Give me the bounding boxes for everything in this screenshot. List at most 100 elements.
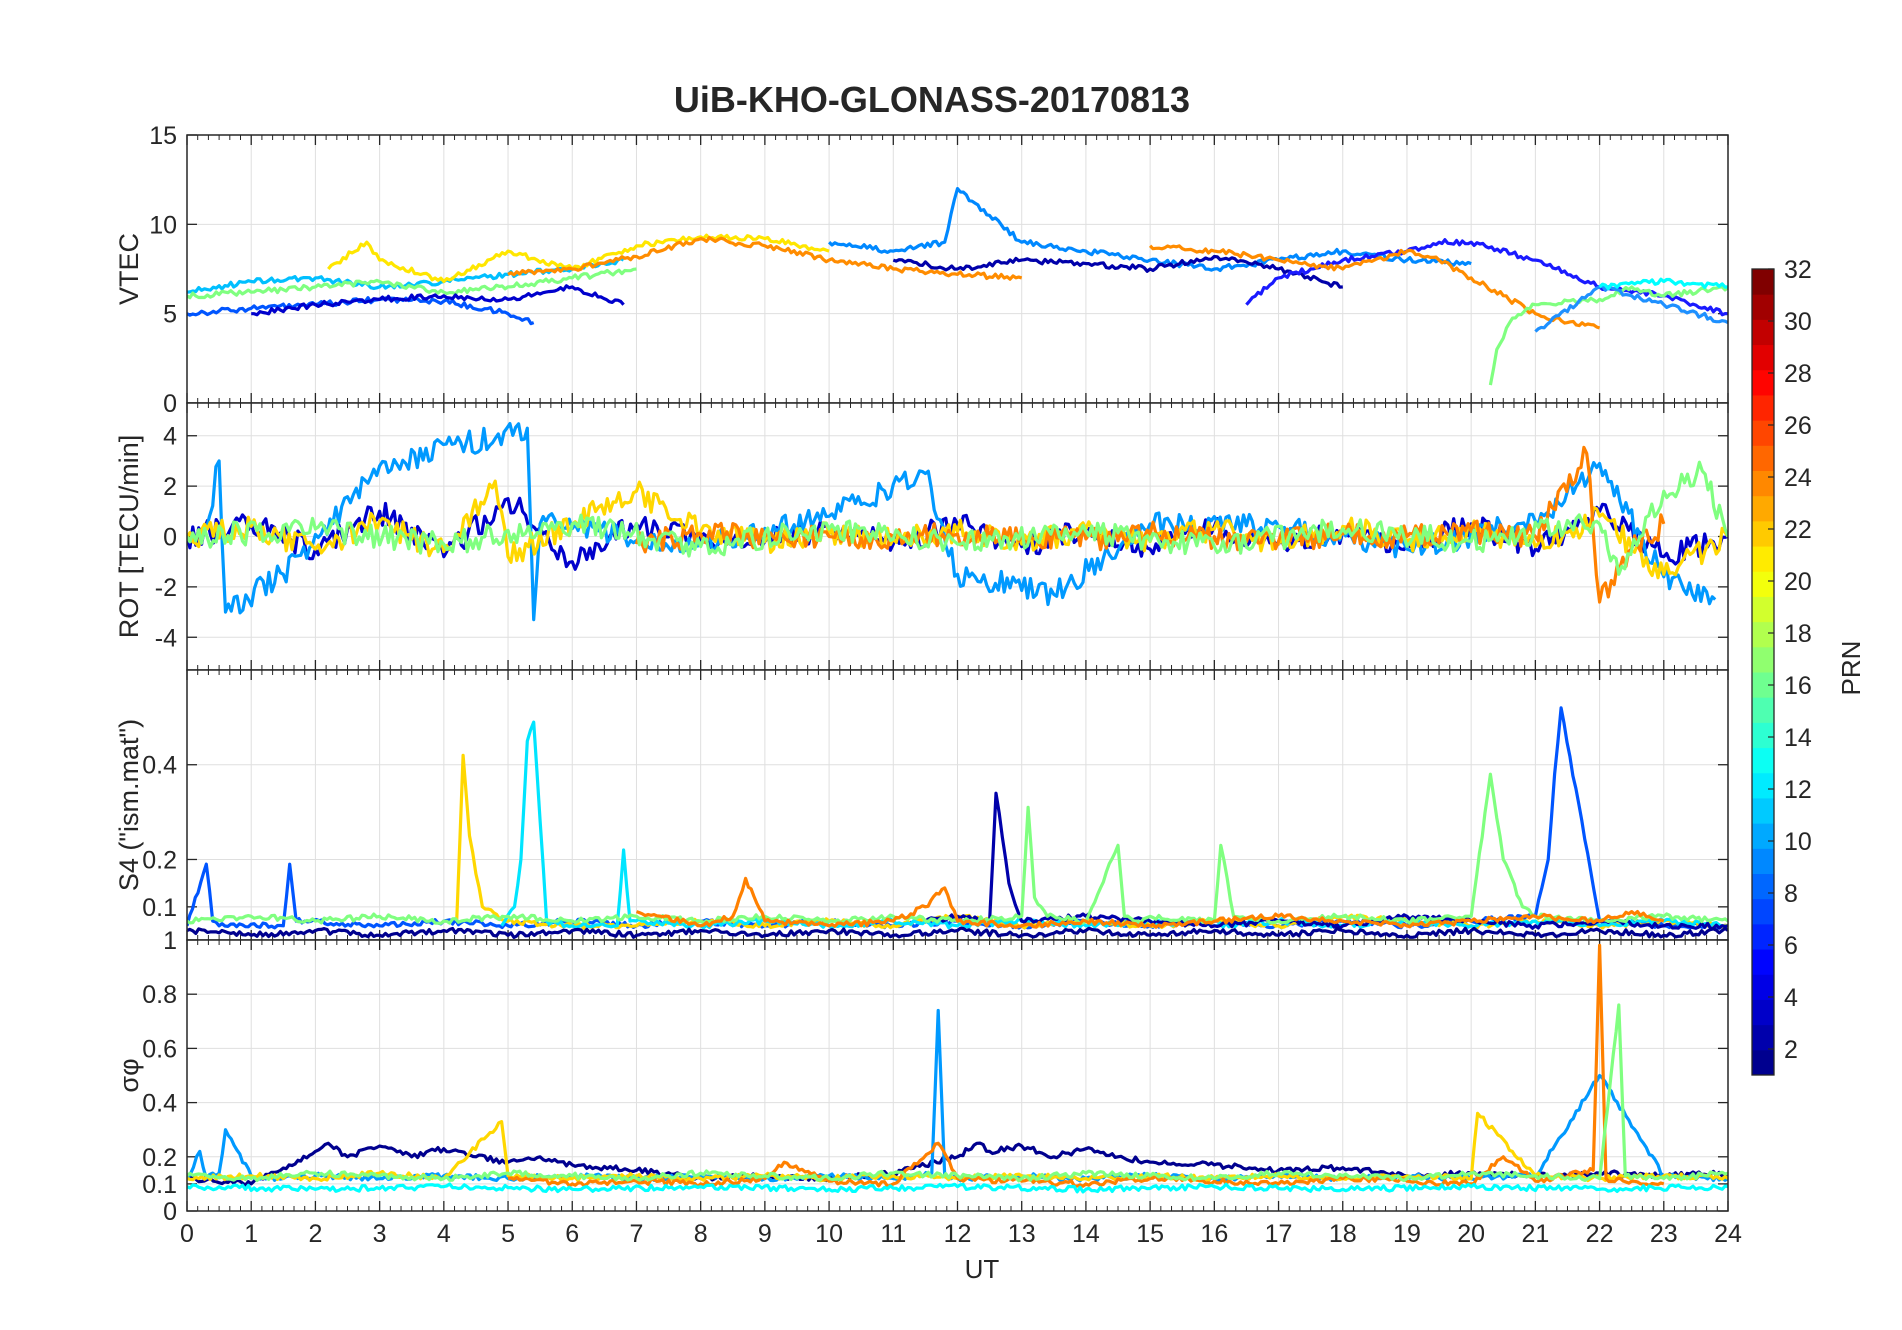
x-tick-label: 17 — [1265, 1220, 1293, 1248]
x-axis-label: UT — [965, 1254, 1000, 1284]
y-tick-label: 0.4 — [142, 752, 177, 780]
y-tick-label: -2 — [155, 574, 177, 602]
colorbar-label: PRN — [1836, 641, 1866, 696]
colorbar-segment — [1752, 923, 1774, 950]
x-tick-label: 1 — [244, 1220, 258, 1248]
y-tick-label: 0.2 — [142, 1144, 177, 1172]
x-tick-label: 14 — [1072, 1220, 1100, 1248]
colorbar-tick-label: 22 — [1784, 516, 1812, 544]
colorbar-tick-label: 16 — [1784, 672, 1812, 700]
colorbar-tick-label: 32 — [1784, 256, 1812, 284]
y-tick-label: 1 — [163, 927, 177, 955]
vtec-y-axis-label: VTEC — [114, 233, 144, 305]
y-tick-label: 15 — [149, 122, 177, 150]
colorbar-segment — [1752, 797, 1774, 824]
colorbar-segment — [1752, 369, 1774, 396]
x-tick-label: 12 — [944, 1220, 972, 1248]
colorbar-segment — [1752, 646, 1774, 673]
colorbar-tick-label: 14 — [1784, 724, 1812, 752]
sigma_phi-series-5 — [187, 1182, 1728, 1194]
y-tick-label: 0.1 — [142, 1171, 177, 1199]
y-tick-label: 0.4 — [142, 1090, 177, 1118]
x-tick-label: 6 — [565, 1220, 579, 1248]
x-tick-label: 0 — [180, 1220, 194, 1248]
s4-series-4 — [187, 772, 1728, 926]
colorbar-segment — [1752, 621, 1774, 648]
sigma_phi-series-group — [187, 943, 1728, 1194]
colorbar-segment — [1752, 596, 1774, 623]
s4-series-6 — [187, 926, 1728, 940]
vtec-series-4 — [251, 284, 625, 317]
colorbar-segment — [1752, 999, 1774, 1026]
vtec-series-11 — [1534, 284, 1728, 333]
x-tick-label: 16 — [1200, 1220, 1228, 1248]
colorbar-tick-label: 6 — [1784, 932, 1798, 960]
colorbar-segment — [1752, 344, 1774, 371]
y-tick-label: 4 — [163, 423, 177, 451]
vtec-series-8 — [1245, 238, 1728, 317]
colorbar-segment — [1752, 269, 1774, 295]
vtec-series-2 — [327, 233, 830, 284]
y-tick-label: 0.2 — [142, 846, 177, 874]
colorbar-tick-label: 4 — [1784, 984, 1798, 1012]
sigma_phi-panel: 00.10.2 0.4 0.6 0.8 1 σφ — [114, 927, 1729, 1226]
colorbar-tick-label: 12 — [1784, 776, 1812, 804]
colorbar-segment — [1752, 445, 1774, 471]
colorbar-tick-label: 18 — [1784, 620, 1812, 648]
colorbar-segment — [1752, 898, 1774, 925]
vtec-series-12 — [1598, 277, 1728, 291]
colorbar-tick-label: 8 — [1784, 880, 1798, 908]
y-tick-label: 0.8 — [142, 981, 177, 1009]
x-tick-label: 5 — [501, 1220, 515, 1248]
y-tick-label: 0 — [163, 1198, 177, 1226]
colorbar-segment — [1752, 873, 1774, 900]
x-tick-label: 15 — [1136, 1220, 1164, 1248]
chart-title: UiB-KHO-GLONASS-20170813 — [674, 79, 1190, 120]
rot-series-4 — [187, 460, 1728, 576]
x-tick-label: 23 — [1650, 1220, 1678, 1248]
vtec-series-10 — [1488, 285, 1728, 386]
x-tick-label: 24 — [1714, 1220, 1742, 1248]
x-tick-label: 20 — [1457, 1220, 1485, 1248]
y-tick-label: 0.6 — [142, 1035, 177, 1063]
colorbar-tick-label: 2 — [1784, 1036, 1798, 1064]
sigma_phi-y-axis-label: σφ — [114, 1058, 144, 1092]
y-tick-label: -4 — [155, 624, 177, 652]
x-tick-label: 22 — [1586, 1220, 1614, 1248]
colorbar-segment — [1752, 949, 1774, 975]
x-tick-label: 8 — [694, 1220, 708, 1248]
colorbar-segment — [1752, 1024, 1774, 1051]
colorbar-tick-label: 28 — [1784, 360, 1812, 388]
colorbar-tick-label: 26 — [1784, 412, 1812, 440]
vtec-series-6 — [827, 187, 1472, 273]
rot-series-0 — [187, 496, 1728, 571]
colorbar-segment — [1752, 520, 1774, 547]
colorbar-segment — [1752, 697, 1774, 723]
y-tick-label: 10 — [149, 211, 177, 239]
x-tick-label: 18 — [1329, 1220, 1357, 1248]
colorbar-tick-label: 10 — [1784, 828, 1812, 856]
colorbar-tick-label: 20 — [1784, 568, 1812, 596]
y-tick-label: 2 — [163, 473, 177, 501]
colorbar-segment — [1752, 974, 1774, 1000]
y-tick-label: 0 — [163, 390, 177, 418]
rot-series-group — [187, 422, 1728, 622]
x-tick-labels: 0 1 2 3 4 5 6 7 8 9 10 11 12 13 14 15 16 17 18 19 20 21 22 23 24 — [180, 1220, 1742, 1248]
sigma_phi-axes-box — [186, 939, 1729, 1212]
colorbar-segment — [1752, 394, 1774, 421]
colorbar-segment — [1752, 722, 1774, 749]
colorbar-segment — [1752, 1049, 1774, 1076]
vtec-series-3 — [187, 267, 637, 300]
colorbar-frame — [1751, 268, 1775, 1076]
x-tick-label: 21 — [1521, 1220, 1549, 1248]
x-tick-label: 9 — [758, 1220, 772, 1248]
colorbar-segment — [1752, 571, 1774, 597]
colorbar-segment — [1752, 495, 1774, 522]
rot-panel: -4 -2 0 2 4 ROT [TECU/min] — [114, 402, 1729, 671]
s4-series-5 — [635, 876, 1665, 930]
vtec-panel: 0 5 10 15 VTEC — [114, 122, 1729, 418]
colorbar-segment — [1752, 672, 1774, 698]
